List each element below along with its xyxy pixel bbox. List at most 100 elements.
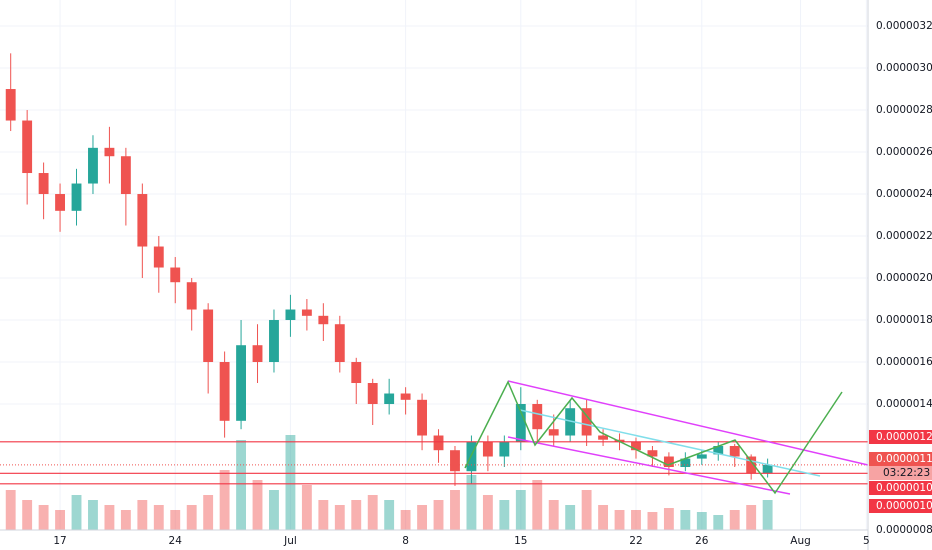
candle-body — [88, 147, 98, 184]
volume-bar — [104, 505, 115, 530]
volume-bar — [252, 480, 263, 530]
volume-bar — [351, 500, 362, 530]
candle-body — [203, 309, 214, 363]
x-tick-label: 17 — [53, 535, 66, 547]
candle-body — [400, 393, 411, 400]
candle-body — [236, 345, 247, 421]
candle-body — [170, 267, 181, 283]
volume-bar — [236, 440, 247, 530]
volume-bar — [450, 490, 460, 530]
candle-body — [285, 309, 296, 321]
candle-body — [5, 89, 16, 121]
x-tick-label: Aug — [790, 535, 811, 547]
candle-body — [631, 441, 641, 451]
zigzag — [464, 380, 843, 495]
volume-bar — [696, 512, 707, 530]
channel-upper — [507, 380, 869, 466]
candle-body — [713, 446, 724, 455]
volume-bar — [88, 500, 98, 530]
candle-body — [581, 408, 592, 436]
candle-body — [729, 446, 740, 457]
candle-body — [269, 320, 279, 363]
volume-bar — [22, 500, 33, 530]
candle-body — [252, 345, 263, 363]
volume-pane — [5, 435, 773, 530]
volume-bar — [729, 510, 740, 530]
volume-bar — [170, 510, 181, 530]
volume-bar — [482, 495, 493, 530]
volume-bar — [120, 510, 131, 530]
candle-body — [22, 120, 33, 174]
candle-body — [680, 458, 691, 468]
volume-bar — [762, 500, 773, 530]
volume-bar — [515, 490, 526, 530]
candle-body — [219, 362, 230, 421]
candle-body — [532, 404, 543, 430]
volume-bar — [400, 510, 411, 530]
volume-bar — [318, 500, 329, 530]
candle-body — [746, 456, 757, 474]
x-tick-label: 24 — [169, 535, 183, 547]
volume-bar — [71, 495, 82, 530]
volume-bar — [581, 490, 592, 530]
price-label: 0.00000122 — [876, 431, 932, 443]
volume-bar — [55, 510, 65, 530]
candle-body — [71, 183, 82, 211]
countdown-box — [869, 466, 932, 480]
volume-bar — [269, 490, 279, 530]
candle-body — [334, 324, 345, 363]
x-tick-label: 8 — [402, 535, 409, 547]
volume-bar — [663, 508, 674, 530]
candle-body — [450, 450, 460, 472]
volume-bar — [334, 505, 345, 530]
candle-body — [548, 429, 559, 436]
volume-bar — [466, 475, 477, 530]
candle-body — [367, 383, 378, 405]
volume-bar — [598, 505, 609, 530]
candle-body — [515, 404, 526, 442]
x-tick-label: Jul — [283, 535, 297, 547]
candle-body — [565, 408, 576, 436]
candle-body — [301, 309, 312, 316]
price-label-box — [869, 452, 932, 466]
candle-body — [318, 315, 329, 325]
volume-bar — [647, 512, 658, 530]
trend-line — [519, 409, 821, 477]
volume-bar — [713, 515, 724, 530]
volume-bar — [384, 500, 395, 530]
candle-body — [696, 454, 707, 459]
volume-bar — [38, 505, 49, 530]
candle-body — [647, 450, 658, 457]
candle-body — [351, 362, 362, 384]
candle-body — [104, 147, 115, 157]
candle-body — [417, 399, 428, 436]
candle-body — [598, 435, 609, 440]
volume-bar — [532, 480, 543, 530]
x-tick-label: 22 — [629, 535, 642, 547]
volume-bar — [367, 495, 378, 530]
candle-body — [38, 173, 49, 195]
candle-body — [384, 393, 395, 405]
candle-body — [499, 441, 510, 457]
volume-bar — [153, 505, 164, 530]
volume-bar — [301, 485, 312, 530]
candle-body — [55, 194, 65, 211]
volume-bar — [219, 470, 230, 530]
price-label-box — [869, 481, 932, 495]
volume-bar — [565, 505, 576, 530]
price-label: 0.00000102 — [876, 500, 932, 512]
volume-bar — [499, 500, 510, 530]
x-tick-label: 5 — [863, 535, 870, 547]
price-label: 0.00000107 — [876, 482, 932, 494]
